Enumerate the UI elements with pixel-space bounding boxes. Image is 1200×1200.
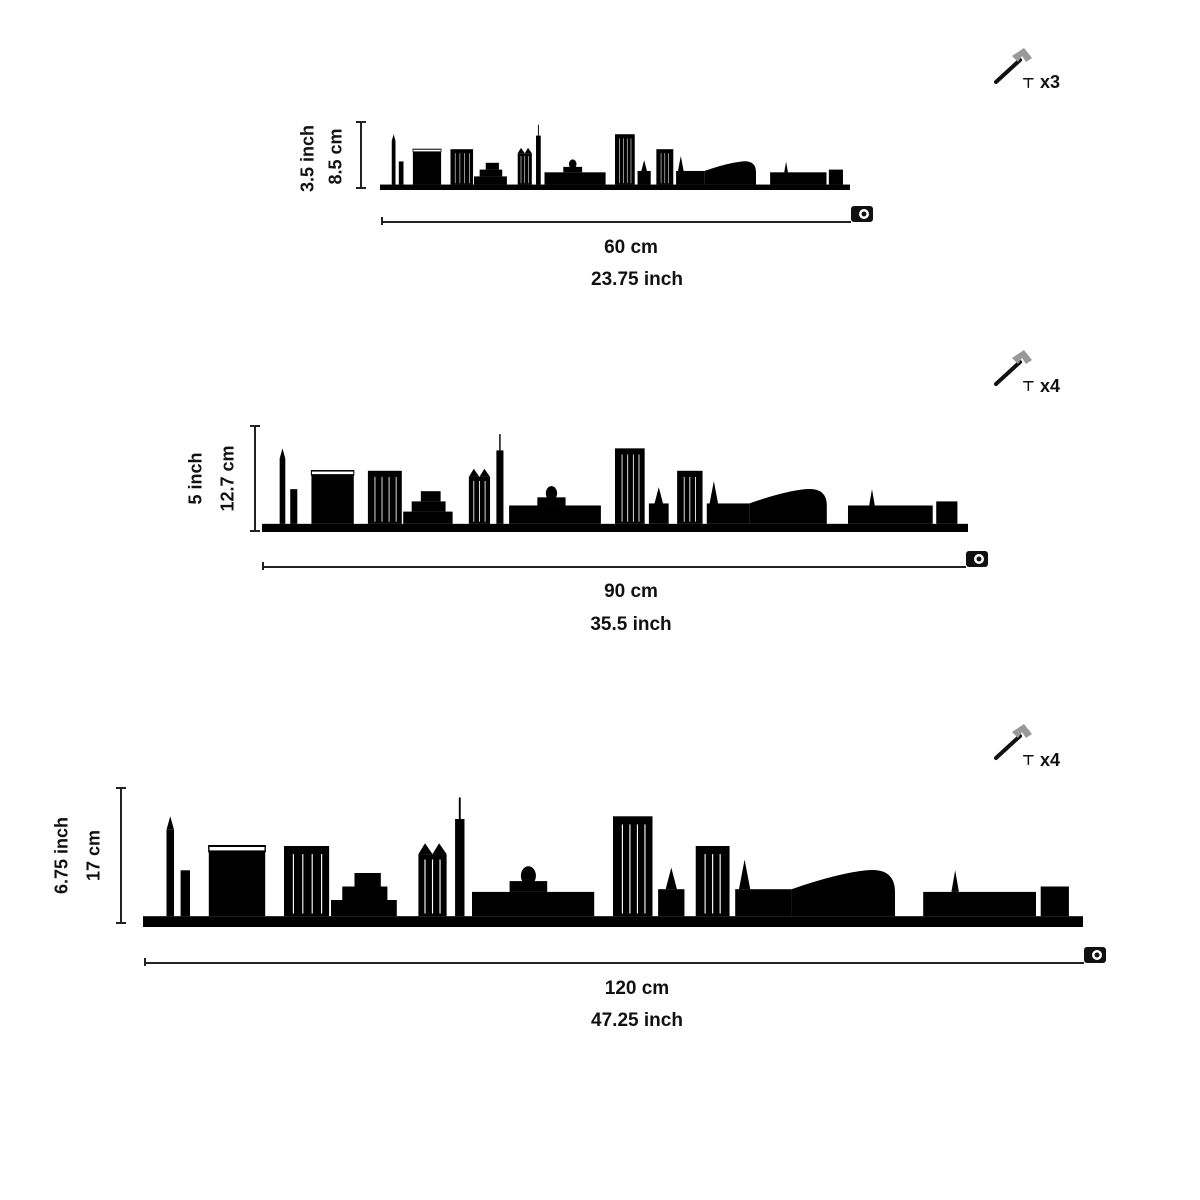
hammer-icon xyxy=(994,48,1032,84)
height-dimension-line xyxy=(116,787,126,924)
hardware-group xyxy=(990,346,1070,396)
tape-measure-icon xyxy=(966,551,988,567)
nail-quantity: x3 xyxy=(1040,72,1061,92)
width-dimension-line xyxy=(144,958,1084,966)
skyline-artwork xyxy=(262,430,968,532)
tape-measure-icon xyxy=(851,206,873,222)
width-dimension-line xyxy=(381,217,851,225)
tape-measure-icon xyxy=(1084,947,1106,963)
nail-icon: ⊤ xyxy=(1022,75,1035,91)
width-inch-label: 23.75 inch xyxy=(591,269,683,290)
skyline-artwork xyxy=(143,792,1083,927)
height-dimension-line xyxy=(250,425,260,532)
nail-quantity: x4 xyxy=(1040,376,1061,396)
height-inch-label: 3.5 inch xyxy=(297,124,318,193)
hammer-icon xyxy=(994,350,1032,386)
width-cm-label: 120 cm xyxy=(604,978,670,999)
width-cm-label: 90 cm xyxy=(604,581,658,602)
nail-icon: ⊤ xyxy=(1022,378,1035,394)
skyline-artwork xyxy=(380,122,850,190)
width-inch-label: 47.25 inch xyxy=(591,1010,683,1031)
nail-icon: ⊤ xyxy=(1022,752,1035,768)
hammer-icon xyxy=(994,724,1032,760)
height-inch-label: 5 inch xyxy=(185,452,206,505)
width-dimension-line xyxy=(262,562,966,570)
width-inch-label: 35.5 inch xyxy=(590,614,672,635)
height-cm-label: 17 cm xyxy=(83,829,104,882)
height-cm-label: 12.7 cm xyxy=(217,445,238,512)
width-cm-label: 60 cm xyxy=(604,237,658,258)
nail-quantity: x4 xyxy=(1040,750,1061,770)
hardware-group xyxy=(990,44,1070,94)
height-cm-label: 8.5 cm xyxy=(325,128,346,185)
height-inch-label: 6.75 inch xyxy=(51,816,72,895)
hardware-group xyxy=(990,720,1070,770)
height-dimension-line xyxy=(356,121,366,189)
